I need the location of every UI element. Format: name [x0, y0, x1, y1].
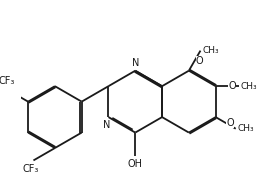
- Text: CH₃: CH₃: [240, 82, 257, 91]
- Text: OH: OH: [128, 159, 143, 169]
- Text: CF₃: CF₃: [0, 75, 15, 86]
- Text: O: O: [196, 56, 203, 66]
- Text: O: O: [228, 81, 236, 91]
- Text: CH₃: CH₃: [237, 124, 254, 133]
- Text: O: O: [226, 118, 234, 127]
- Text: CF₃: CF₃: [22, 164, 38, 173]
- Text: N: N: [132, 58, 139, 68]
- Text: N: N: [103, 120, 111, 130]
- Text: CH₃: CH₃: [202, 46, 219, 55]
